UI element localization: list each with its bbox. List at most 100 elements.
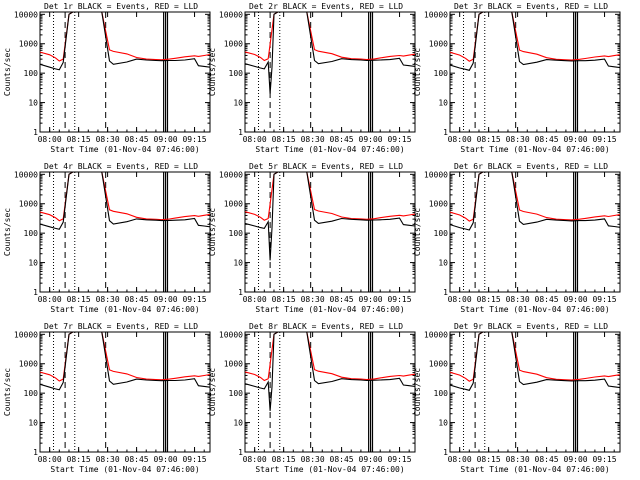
y-axis-label: Counts/sec <box>3 368 12 416</box>
x-axis-label: Start Time (01-Nov-04 07:46:00) <box>50 145 199 154</box>
y-tick-label: 10000 <box>424 10 448 19</box>
x-tick-label: 08:30 <box>96 295 120 304</box>
x-tick-label: 08:00 <box>243 135 267 144</box>
x-axis-label: Start Time (01-Nov-04 07:46:00) <box>50 305 199 314</box>
lld-series-line <box>245 332 415 382</box>
x-tick-label: 09:15 <box>592 295 616 304</box>
x-tick-label: 08:00 <box>448 295 472 304</box>
x-tick-label: 08:15 <box>272 295 296 304</box>
x-tick-label: 09:15 <box>592 135 616 144</box>
x-tick-label: 08:45 <box>125 135 149 144</box>
x-tick-label: 08:00 <box>243 295 267 304</box>
x-tick-label: 08:15 <box>477 295 501 304</box>
y-axis-label: Counts/sec <box>413 208 422 256</box>
y-tick-label: 100 <box>229 389 244 398</box>
panel-title: Det 9r BLACK = Events, RED = LLD <box>454 322 608 331</box>
y-tick-label: 1000 <box>224 200 243 209</box>
panel-title: Det 8r BLACK = Events, RED = LLD <box>249 322 403 331</box>
events-series-line <box>450 172 620 231</box>
y-tick-label: 10000 <box>14 170 38 179</box>
lld-series-line <box>245 12 415 62</box>
plot-frame <box>39 11 211 133</box>
x-tick-label: 09:15 <box>182 135 206 144</box>
lld-series-line <box>245 172 415 221</box>
y-tick-label: 10000 <box>14 10 38 19</box>
detector-panel: 1 10 100 1000 10000 08:00 08:15 08:30 08:45 09:00… <box>208 162 416 314</box>
plot-frame <box>39 171 211 293</box>
x-tick-label: 09:00 <box>564 135 588 144</box>
detector-panel: 1 10 100 1000 10000 08:00 08:15 08:30 08:45 09:00… <box>413 162 621 314</box>
x-tick-label: 08:15 <box>272 455 296 464</box>
plot-frame <box>244 11 416 133</box>
detector-panel: 1 10 100 1000 10000 08:00 08:15 08:30 08:45 09:00… <box>3 322 211 474</box>
events-series-line <box>245 12 415 94</box>
y-tick-label: 10000 <box>14 330 38 339</box>
y-tick-label: 1000 <box>224 360 243 369</box>
y-tick-label: 10000 <box>424 330 448 339</box>
y-tick-label: 1 <box>33 288 38 297</box>
events-series-line <box>40 12 210 71</box>
y-axis-label: Counts/sec <box>208 368 217 416</box>
plot-frame <box>39 331 211 453</box>
events-series-line <box>40 332 210 391</box>
x-axis-label: Start Time (01-Nov-04 07:46:00) <box>255 465 404 474</box>
x-tick-label: 08:45 <box>535 455 559 464</box>
x-tick-label: 08:15 <box>67 135 91 144</box>
lld-series-line <box>450 172 620 222</box>
y-tick-label: 100 <box>434 229 449 238</box>
y-tick-label: 10000 <box>219 10 243 19</box>
lld-series-line <box>40 332 210 382</box>
y-tick-label: 10000 <box>424 170 448 179</box>
y-tick-label: 100 <box>434 389 449 398</box>
x-axis-label: Start Time (01-Nov-04 07:46:00) <box>255 305 404 314</box>
y-tick-label: 10 <box>438 419 448 428</box>
plot-frame <box>449 11 621 133</box>
x-tick-label: 08:00 <box>243 455 267 464</box>
x-tick-label: 09:00 <box>359 295 383 304</box>
y-tick-label: 10 <box>233 99 243 108</box>
x-tick-label: 08:45 <box>330 295 354 304</box>
y-tick-label: 1 <box>33 128 38 137</box>
detector-panel: 1 10 100 1000 10000 08:00 08:15 08:30 08:45 09:00… <box>3 2 211 154</box>
x-axis-label: Start Time (01-Nov-04 07:46:00) <box>460 465 609 474</box>
y-axis-label: Counts/sec <box>3 48 12 96</box>
y-tick-label: 100 <box>229 229 244 238</box>
y-tick-label: 100 <box>229 69 244 78</box>
y-tick-label: 1 <box>33 448 38 457</box>
x-tick-label: 09:15 <box>182 295 206 304</box>
x-tick-label: 09:15 <box>182 455 206 464</box>
plot-frame <box>449 171 621 293</box>
x-axis-label: Start Time (01-Nov-04 07:46:00) <box>255 145 404 154</box>
x-tick-label: 09:15 <box>387 135 411 144</box>
panel-title: Det 5r BLACK = Events, RED = LLD <box>249 162 403 171</box>
x-tick-label: 08:45 <box>125 455 149 464</box>
y-tick-label: 1 <box>443 128 448 137</box>
panel-title: Det 2r BLACK = Events, RED = LLD <box>249 2 403 11</box>
y-tick-label: 10 <box>438 259 448 268</box>
x-tick-label: 09:00 <box>359 135 383 144</box>
x-tick-label: 08:30 <box>301 455 325 464</box>
y-tick-label: 1000 <box>19 360 38 369</box>
y-axis-label: Counts/sec <box>413 48 422 96</box>
panel-title: Det 7r BLACK = Events, RED = LLD <box>44 322 198 331</box>
x-tick-label: 09:15 <box>592 455 616 464</box>
x-tick-label: 09:00 <box>359 455 383 464</box>
detector-panel: 1 10 100 1000 10000 08:00 08:15 08:30 08:45 09:00… <box>208 2 416 154</box>
y-tick-label: 10 <box>28 259 38 268</box>
y-axis-label: Counts/sec <box>413 368 422 416</box>
panel-title: Det 1r BLACK = Events, RED = LLD <box>44 2 198 11</box>
x-tick-label: 08:15 <box>477 455 501 464</box>
detector-panel: 1 10 100 1000 10000 08:00 08:15 08:30 08:45 09:00… <box>413 322 621 474</box>
x-tick-label: 08:30 <box>96 135 120 144</box>
detector-panel: 1 10 100 1000 10000 08:00 08:15 08:30 08:45 09:00… <box>208 322 416 474</box>
lld-series-line <box>40 172 210 222</box>
x-tick-label: 08:45 <box>535 295 559 304</box>
y-tick-label: 1 <box>443 288 448 297</box>
x-tick-label: 08:30 <box>506 455 530 464</box>
x-axis-label: Start Time (01-Nov-04 07:46:00) <box>460 305 609 314</box>
x-tick-label: 09:00 <box>564 295 588 304</box>
x-tick-label: 09:15 <box>387 455 411 464</box>
y-tick-label: 1 <box>238 288 243 297</box>
y-tick-label: 10000 <box>219 330 243 339</box>
x-tick-label: 09:00 <box>564 455 588 464</box>
